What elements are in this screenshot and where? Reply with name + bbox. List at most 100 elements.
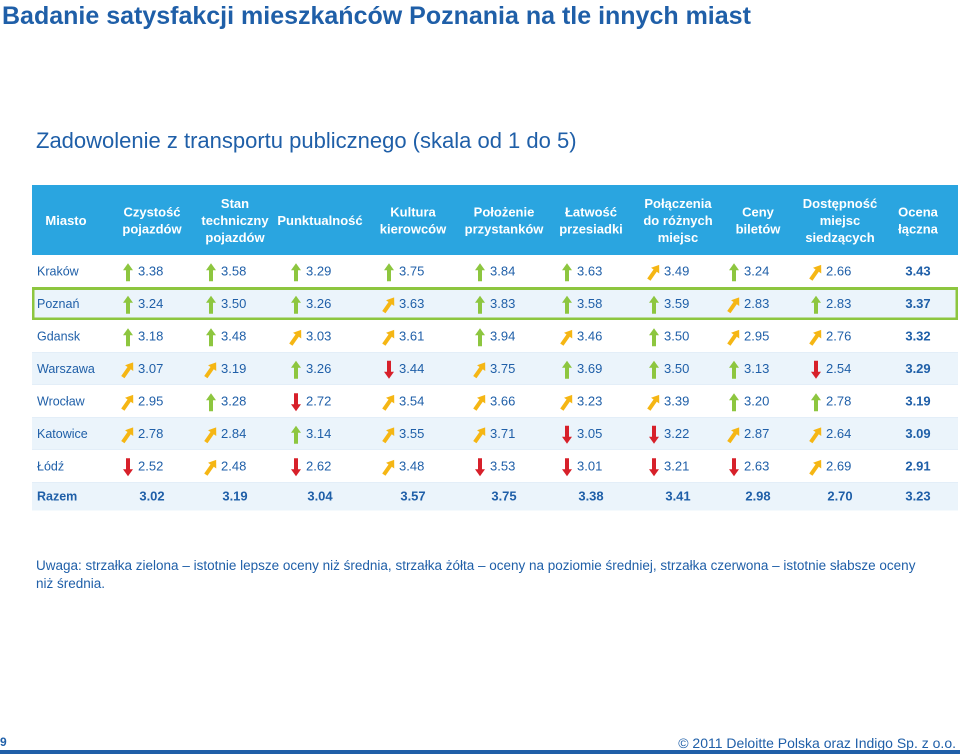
arrow-yellow-icon	[204, 427, 217, 444]
rating-value: 3.44	[399, 361, 424, 376]
rating-value: 2.95	[744, 328, 769, 343]
rating-value: 3.39	[664, 393, 689, 408]
arrow-yellow-icon	[121, 394, 134, 411]
ratings-table: Miasto Czystość pojazdów Stan techniczny poja…	[32, 185, 958, 511]
table-row: Kraków 3.38 3.58 3.29 3.75 3.84 3.63 3.49 3.24 2.…	[32, 255, 958, 288]
rating-value: 3.14	[306, 426, 331, 441]
header-2: Stan techniczny pojazdów	[201, 196, 269, 245]
rating-value: 3.26	[306, 361, 331, 376]
total-rating-value: 3.19	[905, 393, 930, 408]
arrow-green-icon	[649, 295, 659, 314]
arrow-green-icon	[291, 263, 301, 282]
rating-value: 2.62	[306, 458, 331, 473]
rating-value: 3.53	[490, 458, 515, 473]
rating-value: 3.03	[306, 328, 331, 343]
arrow-green-icon	[123, 295, 133, 314]
total-rating-value: 3.43	[905, 263, 930, 278]
rating-value: 2.72	[306, 393, 331, 408]
rating-value: 2.83	[744, 296, 769, 311]
rating-value: 3.63	[399, 296, 424, 311]
rating-value: 3.22	[664, 426, 689, 441]
arrow-yellow-icon	[727, 427, 740, 444]
rating-value: 2.78	[138, 426, 163, 441]
arrow-yellow-icon	[647, 394, 660, 411]
rating-value: 3.13	[744, 361, 769, 376]
city-label: Wrocław	[37, 394, 86, 408]
rating-value: 3.61	[399, 328, 424, 343]
arrow-red-icon	[291, 393, 301, 412]
arrow-green-icon	[475, 295, 485, 314]
arrow-yellow-icon	[121, 427, 134, 444]
arrow-yellow-icon	[727, 297, 740, 314]
rating-value: 2.76	[826, 328, 851, 343]
rating-value: 3.54	[399, 393, 424, 408]
header-0: Miasto	[45, 213, 86, 228]
rating-value: 3.19	[221, 361, 246, 376]
arrow-green-icon	[729, 360, 739, 379]
arrow-yellow-icon	[473, 362, 486, 379]
rating-value: 3.58	[221, 263, 246, 278]
city-label: Warszawa	[37, 362, 95, 376]
arrow-green-icon	[562, 263, 572, 282]
arrow-yellow-icon	[809, 329, 822, 346]
table-row: Gdansk 3.18 3.48 3.03 3.61 3.94 3.46 3.50 2.95 2.…	[32, 320, 958, 353]
total-row-value: 3.04	[307, 489, 333, 504]
header-6: Łatwość przesiadki	[559, 205, 623, 237]
rating-value: 3.94	[490, 328, 515, 343]
rating-value: 3.26	[306, 296, 331, 311]
header-5: Położenie przystanków	[465, 205, 545, 237]
total-row-value: 2.70	[827, 489, 852, 504]
rating-value: 3.58	[577, 296, 602, 311]
rating-value: 3.63	[577, 263, 602, 278]
header-8: Ceny biletów	[736, 205, 782, 237]
rating-value: 3.05	[577, 426, 602, 441]
arrow-red-icon	[123, 458, 133, 477]
total-row-value: 3.19	[222, 489, 247, 504]
total-rating-value: 2.91	[905, 458, 930, 473]
rating-value: 3.20	[744, 393, 769, 408]
rating-value: 3.46	[577, 328, 602, 343]
rating-value: 2.95	[138, 393, 163, 408]
rating-value: 2.69	[826, 458, 851, 473]
table-row: Poznań 3.24 3.50 3.26 3.63 3.83 3.58 3.59 2.83 2.…	[32, 287, 958, 321]
rating-value: 3.01	[577, 458, 602, 473]
header-4: Kultura kierowców	[380, 205, 447, 237]
total-row-value: 3.57	[400, 489, 425, 504]
rating-value: 2.87	[744, 426, 769, 441]
total-row: Razem 3.02 3.19 3.04 3.57 3.75 3.38 3.41 2.98 2.7…	[32, 482, 958, 511]
rating-value: 3.75	[490, 361, 515, 376]
arrow-green-icon	[475, 263, 485, 282]
rating-value: 3.71	[490, 426, 515, 441]
bottom-rule	[0, 750, 960, 754]
arrow-yellow-icon	[473, 394, 486, 411]
arrow-yellow-icon	[473, 427, 486, 444]
header-7: Połączenia do różnych miejsc	[643, 196, 712, 245]
rating-value: 2.48	[221, 458, 246, 473]
arrow-red-icon	[562, 458, 572, 477]
arrow-green-icon	[729, 263, 739, 282]
arrow-red-icon	[562, 425, 572, 444]
total-row-value: 3.02	[139, 489, 164, 504]
arrow-red-icon	[811, 360, 821, 379]
total-row-value: 3.75	[491, 489, 516, 504]
rating-value: 3.66	[490, 393, 515, 408]
total-rating-value: 3.37	[905, 296, 930, 311]
total-rating-value: 3.09	[905, 426, 930, 441]
total-row-value: 3.23	[905, 489, 930, 504]
arrow-green-icon	[729, 393, 739, 412]
arrow-green-icon	[123, 263, 133, 282]
arrow-yellow-icon	[382, 459, 395, 476]
arrow-green-icon	[206, 295, 216, 314]
arrow-green-icon	[384, 263, 394, 282]
table-row: Katowice 2.78 2.84 3.14 3.55 3.71 3.05 3.22 2.87…	[32, 417, 958, 451]
arrow-red-icon	[291, 458, 301, 477]
rating-value: 3.21	[664, 458, 689, 473]
rating-value: 3.49	[664, 263, 689, 278]
arrow-green-icon	[649, 328, 659, 347]
total-row-label: Razem	[37, 490, 77, 504]
arrow-yellow-icon	[289, 329, 302, 346]
arrow-yellow-icon	[809, 459, 822, 476]
rating-value: 3.24	[744, 263, 769, 278]
arrow-yellow-icon	[560, 394, 573, 411]
rating-value: 3.50	[664, 328, 689, 343]
